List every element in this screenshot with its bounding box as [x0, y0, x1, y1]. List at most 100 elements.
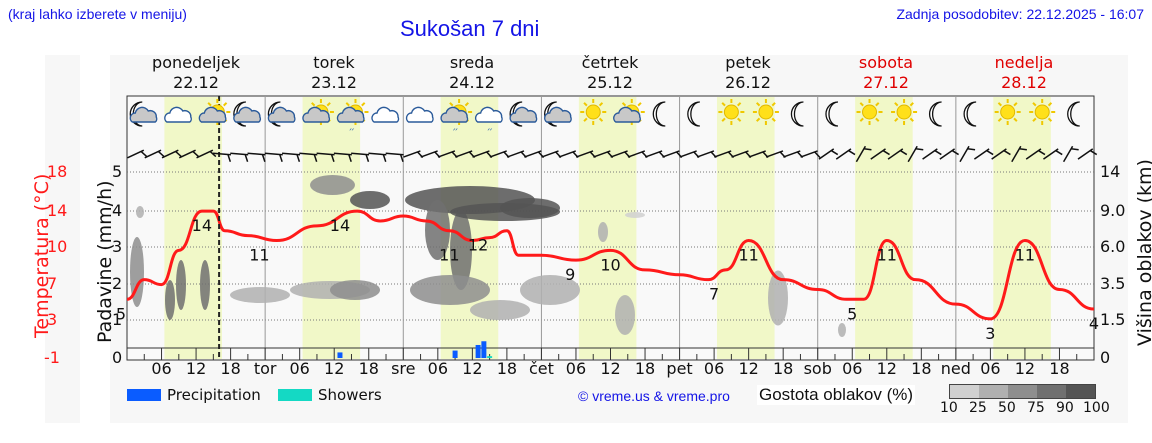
- showers-legend-swatch: [278, 389, 312, 401]
- x-axis-label: 12: [185, 359, 207, 378]
- day-date: 22.12: [173, 73, 219, 92]
- daylight-band: [164, 97, 222, 359]
- temperature-tick: 7: [47, 274, 58, 293]
- wind-barb-icon: [333, 152, 352, 162]
- cloud-icon: [164, 106, 192, 123]
- wind-barb-icon: [1025, 148, 1046, 160]
- cloud-density-area: [136, 206, 144, 218]
- x-axis-label: 12: [1014, 359, 1036, 378]
- day-label-0: ponedeljek 22.12: [127, 53, 265, 93]
- wind-barb-icon: [887, 148, 908, 160]
- x-axis-label: 18: [1049, 359, 1070, 378]
- precipitation-bar: [475, 344, 481, 358]
- moon-icon: [825, 101, 839, 127]
- wind-barb-icon: [870, 148, 890, 160]
- wind-barb-icon: [835, 148, 856, 160]
- precipitation-legend-swatch: [127, 389, 161, 401]
- day-date: 23.12: [311, 73, 357, 92]
- precipitation-bar: [452, 350, 458, 358]
- x-axis-label: 06: [289, 359, 310, 378]
- x-axis-label: 06: [565, 359, 587, 378]
- cloud-density-area: [425, 200, 450, 260]
- cloud-density-area: [615, 295, 635, 335]
- wind-barb-icon: [282, 152, 301, 162]
- day-name: sreda: [449, 53, 495, 72]
- day-label-6: nedelja 28.12: [955, 53, 1093, 93]
- cloud-height-tick: 0: [1100, 348, 1111, 367]
- sun-icon: [752, 99, 779, 125]
- wind-barb-icon: [264, 152, 283, 162]
- precipitation-tick: 1: [112, 310, 123, 329]
- cloud-density-area: [450, 210, 472, 290]
- day-name: ponedeljek: [152, 53, 240, 72]
- temperature-label: 5: [847, 304, 857, 323]
- moon-icon: [1067, 101, 1080, 127]
- sun-cloud-icon: [613, 99, 645, 125]
- x-axis-label: 18: [772, 359, 794, 378]
- density-scale-frame: [949, 384, 1096, 399]
- temperature-line: [126, 209, 1095, 321]
- x-axis-label: 18: [911, 359, 932, 378]
- cloud-density-title: Gostota oblakov (%): [757, 385, 916, 405]
- temperature-label: 11: [1015, 246, 1035, 265]
- cloud-density-area: [598, 222, 608, 242]
- wind-barb-icon: [1043, 148, 1063, 160]
- sun-icon: [718, 99, 745, 125]
- x-axis-label: 18: [634, 359, 656, 378]
- x-axis-label: 12: [600, 359, 621, 378]
- precipitation-bar: [487, 356, 493, 358]
- cloud-density-area: [838, 323, 846, 337]
- x-axis-label: 12: [738, 359, 759, 378]
- temperature-label: 14: [330, 216, 350, 235]
- moon-icon: [928, 101, 942, 127]
- temperature-label: 5: [116, 304, 126, 323]
- wind-barb-icon: [299, 152, 318, 162]
- day-label-2: sreda 24.12: [403, 53, 541, 93]
- cloud-density-area: [470, 300, 530, 320]
- x-axis-label: 06: [703, 359, 725, 378]
- showers-legend-label: Showers: [318, 386, 382, 404]
- last-update: Zadnja posodobitev: 22.12.2025 - 16:07: [896, 6, 1144, 22]
- cloud-density-area: [230, 287, 290, 303]
- moon-cloud-icon: [544, 101, 572, 127]
- day-date: 27.12: [863, 73, 909, 92]
- location-hint[interactable]: (kraj lahko izberete v meniju): [8, 6, 187, 22]
- sun-icon: [580, 99, 607, 125]
- daylight-band: [993, 97, 1051, 359]
- cloud-rain-icon: ״: [474, 106, 503, 137]
- daylight-band: [716, 97, 775, 359]
- copyright-link[interactable]: © vreme.us & vreme.pro: [578, 388, 730, 404]
- cloud-height-tick: 3.5: [1100, 274, 1126, 293]
- page-title: Sukošan 7 dni: [400, 16, 540, 41]
- temperature-tick: 10: [47, 237, 68, 256]
- cloud-density-area: [200, 260, 210, 310]
- day-date: 25.12: [587, 73, 633, 92]
- wind-barb-icon: [230, 152, 249, 162]
- cloud-density-area: [330, 280, 380, 300]
- precipitation-tick: 2: [112, 274, 123, 293]
- precipitation-tick: 0: [112, 348, 123, 367]
- svg-text:״: ״: [487, 126, 493, 137]
- density-swatch: [950, 385, 979, 398]
- cloud-icon: [371, 106, 400, 123]
- temperature-tick: -1: [44, 348, 60, 367]
- x-axis-label: 18: [496, 359, 518, 378]
- cloud-density-area: [520, 275, 580, 305]
- temperature-label: 11: [439, 246, 459, 265]
- cloud-height-tick: 1.5: [1100, 310, 1126, 329]
- density-swatch: [1037, 385, 1066, 398]
- wind-barb-icon: [144, 149, 165, 159]
- day-date: 28.12: [1001, 73, 1047, 92]
- precipitation-bar: [337, 352, 343, 358]
- day-name: sobota: [858, 53, 914, 72]
- moon-icon: [790, 101, 804, 127]
- x-axis-label: 18: [358, 359, 379, 378]
- cloud-density-area: [130, 237, 144, 307]
- wind-barb-icon: [907, 145, 924, 163]
- temperature-label: 10: [600, 255, 620, 274]
- cloud-icon: [405, 106, 434, 123]
- wind-barb-icon: [127, 149, 148, 159]
- density-scale-label: 10: [940, 400, 958, 416]
- density-swatch: [979, 385, 1008, 398]
